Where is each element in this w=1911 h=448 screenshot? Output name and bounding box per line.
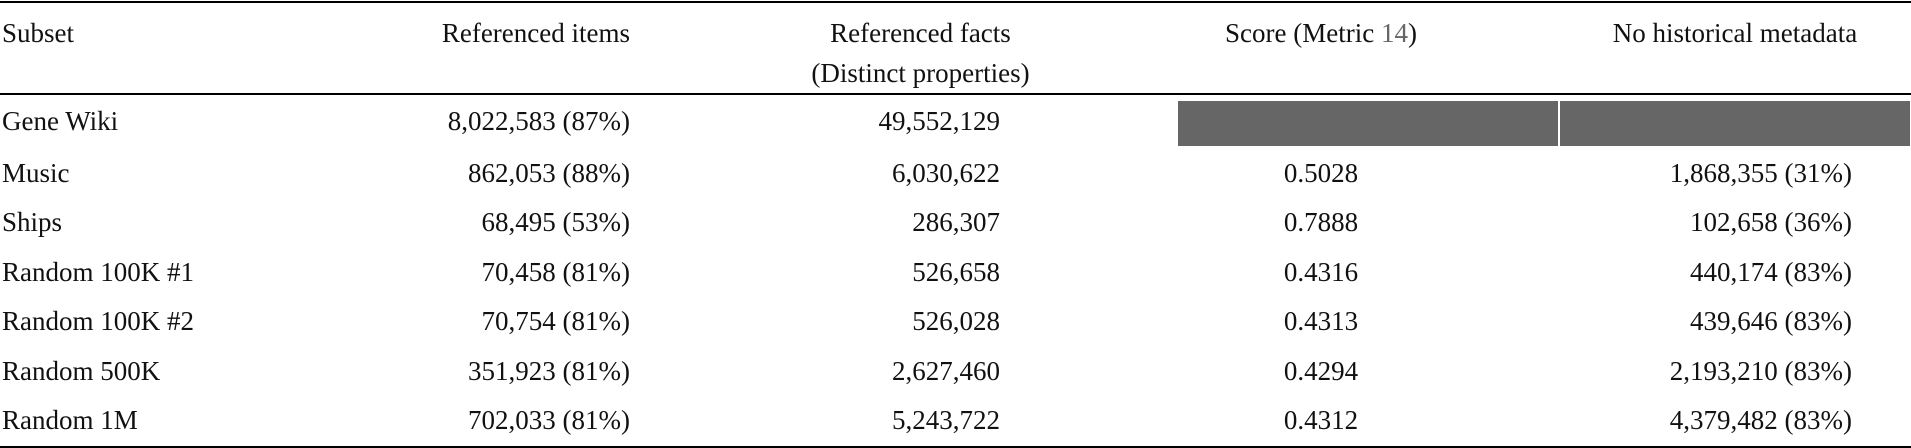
table-cell: 526,658 bbox=[912, 256, 1000, 287]
table-cell: 286,307 bbox=[912, 207, 1000, 237]
table-cell: 440,174 (83%) bbox=[1690, 256, 1852, 287]
table-cell: 0.4316 bbox=[1283, 256, 1359, 287]
header-line: Referenced facts bbox=[830, 18, 1011, 48]
table-row: Music 862,053 (88%) 6,030,622 0.5028 1,868,3… bbox=[0, 149, 1911, 199]
table-row: Ships 68,495 (53%) 286,307 0.7888 102,658 (3… bbox=[0, 198, 1911, 248]
table-cell: 0.7888 bbox=[1283, 207, 1359, 237]
reference-link[interactable]: 14 bbox=[1380, 18, 1408, 48]
table-row: Random 500K 351,923 (81%) 2,627,460 0.4294 2… bbox=[0, 347, 1911, 397]
table-cell: Gene Wiki bbox=[2, 106, 119, 136]
table-cell: 4,379,482 (83%) bbox=[1669, 405, 1852, 435]
header-cell: Referenced facts (Distinct properties) bbox=[630, 2, 1177, 94]
table-cell: 70,458 (81%) bbox=[481, 256, 630, 287]
table-cell: 0.4312 bbox=[1283, 405, 1359, 435]
table-cell: 0.5028 bbox=[1283, 157, 1359, 188]
table-row: Random 100K #1 70,458 (81%) 526,658 0.4316 4… bbox=[0, 248, 1911, 298]
table-cell: 2,627,460 bbox=[892, 355, 1000, 386]
table-cell: Random 1M bbox=[2, 405, 138, 435]
table-cell: 68,495 (53%) bbox=[481, 207, 630, 237]
table-row: Random 1M 702,033 (81%) 5,243,722 0.4312 4,3… bbox=[0, 396, 1911, 447]
gray-fill bbox=[1560, 101, 1910, 147]
table-cell: Random 500K bbox=[2, 355, 161, 386]
table-cell: 0.4294 bbox=[1283, 355, 1359, 386]
table-cell: 6,030,622 bbox=[892, 157, 1000, 188]
table-cell: 351,923 (81%) bbox=[468, 355, 630, 386]
table-cell: 862,053 (88%) bbox=[468, 157, 630, 188]
table-body: Gene Wiki 8,022,583 (87%) 49,552,129 Music 8… bbox=[0, 94, 1911, 447]
table-cell: Random 100K #2 bbox=[2, 306, 194, 336]
table-row: Random 100K #2 70,754 (81%) 526,028 0.4313 4… bbox=[0, 297, 1911, 347]
table-cell: 439,646 (83%) bbox=[1690, 306, 1852, 336]
gray-fill bbox=[1178, 101, 1558, 147]
redacted-cell bbox=[1177, 94, 1559, 149]
header-text: ) bbox=[1407, 18, 1417, 48]
table-cell: 702,033 (81%) bbox=[468, 405, 630, 435]
header-line: (Distinct properties) bbox=[811, 58, 1030, 88]
redacted-cell bbox=[1559, 94, 1911, 149]
table-cell: 102,658 (36%) bbox=[1690, 207, 1852, 237]
header-cell: Score (Metric 14) bbox=[1177, 2, 1559, 94]
table-cell: 5,243,722 bbox=[892, 405, 1000, 435]
table-cell: 70,754 (81%) bbox=[481, 306, 630, 336]
table-header: Subset Referenced items Referenced facts… bbox=[0, 2, 1911, 94]
table-cell: Music bbox=[2, 157, 70, 188]
header-cell: Referenced items bbox=[441, 18, 630, 48]
table-cell: 2,193,210 (83%) bbox=[1669, 355, 1852, 386]
header-text: Score (Metric bbox=[1225, 18, 1375, 48]
table-cell: 1,868,355 (31%) bbox=[1669, 157, 1852, 188]
table-cell: 526,028 bbox=[912, 306, 1000, 336]
header-cell: Subset bbox=[2, 18, 75, 48]
header-row: Subset Referenced items Referenced facts… bbox=[0, 2, 1911, 94]
table-cell: Random 100K #1 bbox=[2, 256, 194, 287]
table-row: Gene Wiki 8,022,583 (87%) 49,552,129 bbox=[0, 94, 1911, 149]
table-cell: 0.4313 bbox=[1283, 306, 1359, 336]
table-cell: 8,022,583 (87%) bbox=[447, 106, 630, 136]
header-cell: No historical metadata bbox=[1612, 18, 1858, 48]
table-cell: 49,552,129 bbox=[878, 106, 1001, 136]
table-cell: Ships bbox=[2, 207, 63, 237]
